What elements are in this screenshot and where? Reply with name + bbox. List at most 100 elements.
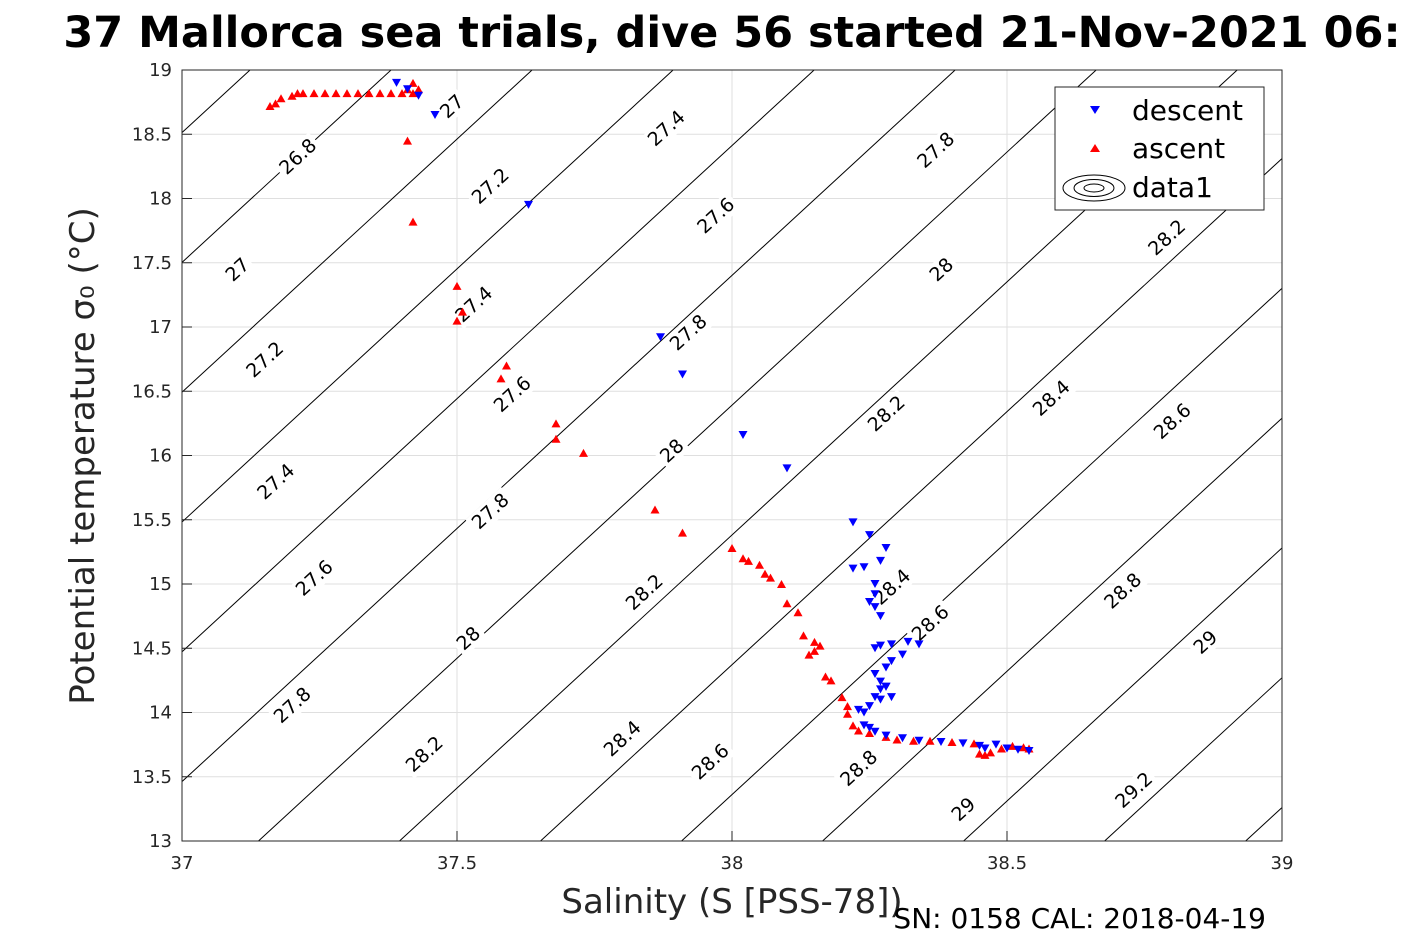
descent-point (876, 695, 885, 704)
ascent-point (986, 748, 995, 757)
descent-point (876, 556, 885, 565)
y-tick-label: 14 (149, 703, 172, 724)
y-axis-ticks: 13 13.5 14 14.5 15 15.5 16 16.5 17 17.5 18 18.5 19 (132, 60, 192, 852)
descent-point (859, 563, 869, 572)
descent-point (903, 637, 913, 646)
ascent-point (364, 89, 374, 98)
ascent-point (947, 738, 957, 747)
contour-label-background (619, 567, 670, 617)
ascent-point (287, 91, 297, 100)
descent-point (859, 708, 869, 717)
descent-point (876, 685, 885, 694)
ascent-point (408, 78, 418, 87)
ascent-point (843, 709, 852, 718)
contour-label-background (685, 737, 736, 787)
x-tick-label: 39 (1271, 853, 1294, 874)
descent-point (975, 741, 984, 750)
contour-line (182, 70, 392, 264)
contour-label-background (1108, 765, 1160, 815)
descent-point (656, 333, 665, 342)
descent-point (865, 531, 874, 540)
ascent-point (408, 217, 418, 226)
descent-point (980, 744, 990, 753)
ascent-point (744, 556, 753, 565)
contour-line (681, 287, 1282, 841)
ascent-point (755, 560, 764, 569)
contour-line (182, 70, 956, 783)
descent-point (678, 370, 687, 379)
contour-label-background (1141, 213, 1193, 263)
descent-point (914, 736, 924, 745)
ascent-point (997, 744, 1006, 753)
ascent-point (403, 136, 412, 145)
ascent-point (331, 89, 341, 98)
x-axis-label: Salinity (S [PSS-78]) (561, 882, 902, 922)
descent-point (870, 644, 880, 653)
descent-point (887, 693, 896, 702)
descent-point (876, 641, 885, 650)
descent-point (870, 590, 880, 599)
x-axis-ticks: 37 37.5 38 38.5 39 (171, 831, 1294, 874)
ascent-point (848, 721, 858, 730)
descent-point (848, 518, 858, 527)
descent-point (881, 544, 891, 553)
descent-point (898, 734, 907, 743)
descent-point (898, 650, 907, 659)
ascent-point (865, 729, 874, 738)
descent-point (524, 200, 533, 209)
descent-point (1013, 745, 1023, 754)
ascent-point (496, 374, 506, 383)
descent-point (870, 693, 880, 702)
descent-point (876, 612, 885, 621)
y-tick-label: 13 (149, 831, 172, 852)
contour-label-background (1147, 397, 1198, 446)
descent-point (870, 603, 880, 612)
ascent-point (298, 89, 308, 98)
contour-line (1104, 677, 1282, 841)
descent-point (414, 91, 423, 100)
y-tick-label: 15.5 (132, 510, 172, 531)
y-tick-label: 17.5 (132, 253, 172, 274)
descent-point (403, 85, 412, 94)
ascent-point (502, 361, 511, 370)
ascent-point (826, 676, 836, 685)
contour-label-background (267, 681, 318, 730)
contour-label-background (1097, 566, 1149, 616)
descent-point (991, 740, 1001, 749)
ascent-point (551, 434, 561, 443)
descent-point (865, 597, 874, 606)
series-ascent (265, 78, 1034, 759)
contour-label-background (289, 553, 340, 603)
descent-point (881, 731, 891, 740)
descent-point (865, 723, 874, 732)
ascent-point (386, 89, 396, 98)
legend-ascent-label: ascent (1132, 132, 1225, 165)
descent-point (1024, 747, 1034, 756)
ascent-point (909, 736, 918, 745)
y-axis-label: Potential temperature σ₀ (°C) (63, 207, 103, 705)
contour-label-background (272, 132, 324, 182)
ascent-point (414, 85, 423, 94)
ascent-point (551, 419, 561, 428)
ascent-point (320, 89, 330, 98)
y-tick-label: 19 (149, 60, 172, 81)
contour-label-group: 27.4 (250, 457, 302, 507)
contour-label-background (219, 251, 257, 289)
contour-label-background (653, 432, 691, 470)
legend: descent ascent data1 (1054, 86, 1265, 211)
ascent-point (727, 544, 737, 553)
descent-point (859, 721, 869, 730)
chart-title: 37 Mallorca sea trials, dive 56 started … (63, 8, 1400, 58)
descent-point (958, 739, 968, 748)
descent-point (738, 430, 748, 439)
descent-point (870, 727, 880, 736)
descent-point (876, 677, 885, 686)
ascent-point (276, 94, 286, 103)
descent-point (881, 663, 891, 672)
descent-point (870, 580, 880, 588)
y-tick-label: 18 (149, 189, 172, 210)
ascent-point (579, 448, 588, 457)
contour-line (182, 70, 674, 523)
ascent-point (271, 99, 280, 108)
